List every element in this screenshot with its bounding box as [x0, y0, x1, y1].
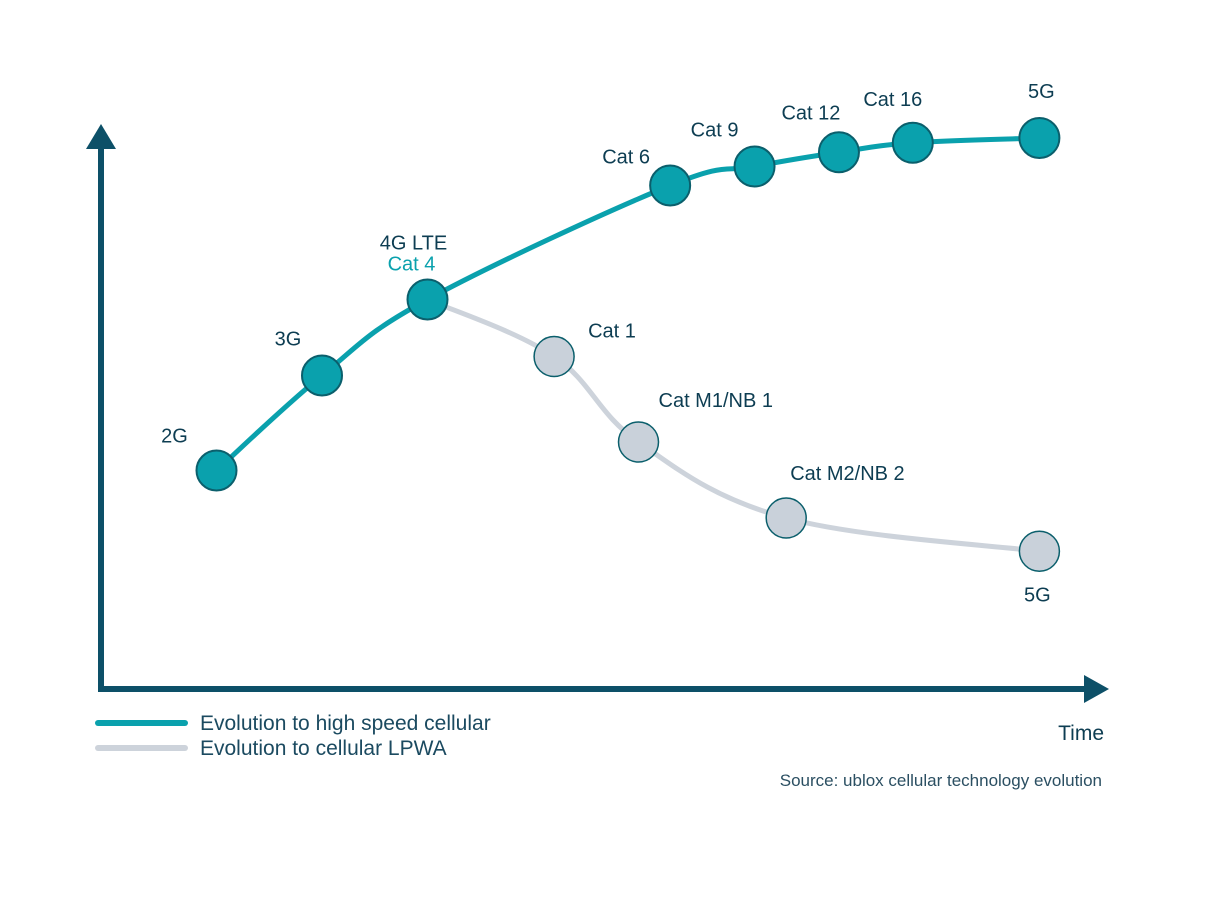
marker-high-speed-6 [817, 131, 860, 174]
marker-lpwa-2 [533, 335, 575, 378]
label-high-speed-3: 4G LTE [380, 233, 447, 255]
label-high-speed-2: 3G [275, 329, 302, 351]
marker-high-speed-2 [301, 354, 343, 397]
label-high-speed-1: 2G [161, 426, 188, 448]
legend-label-high-speed: Evolution to high speed cellular [200, 712, 491, 735]
label-high-speed-5: Cat 9 [691, 120, 739, 142]
series-lines [214, 135, 1042, 554]
marker-lpwa-3 [617, 421, 660, 463]
marker-lpwa-5 [1018, 530, 1061, 572]
label-lpwa-2: Cat 1 [588, 321, 636, 343]
series-line-lpwa [425, 297, 1042, 554]
label-lpwa-5: 5G [1024, 584, 1051, 606]
marker-high-speed-7 [891, 121, 934, 164]
marker-high-speed-1 [195, 449, 238, 492]
legend-label-lpwa: Evolution to cellular LPWA [200, 737, 447, 760]
label-high-speed-7: Cat 16 [863, 89, 922, 111]
sublabel-high-speed-3: Cat 4 [388, 254, 436, 276]
marker-high-speed-5 [733, 145, 776, 188]
y-axis-arrow-icon [86, 124, 116, 149]
label-lpwa-4: Cat M2/NB 2 [790, 463, 904, 485]
marker-lpwa-4 [765, 497, 807, 539]
marker-high-speed-8 [1018, 117, 1061, 159]
label-high-speed-4: Cat 6 [602, 147, 650, 169]
label-high-speed-6: Cat 12 [781, 102, 840, 124]
label-high-speed-8: 5G [1028, 81, 1055, 103]
label-lpwa-3: Cat M1/NB 1 [659, 390, 773, 412]
marker-high-speed-4 [649, 164, 692, 207]
marker-high-speed-3 [406, 278, 449, 321]
x-axis-label: Time [1058, 722, 1104, 745]
series-line-high-speed [214, 135, 1042, 473]
axes [86, 124, 1109, 703]
series-markers [195, 117, 1061, 572]
legend: Evolution to high speed cellular Evoluti… [95, 712, 491, 760]
source-note: Source: ublox cellular technology evolut… [780, 771, 1102, 790]
x-axis-arrow-icon [1084, 675, 1109, 703]
